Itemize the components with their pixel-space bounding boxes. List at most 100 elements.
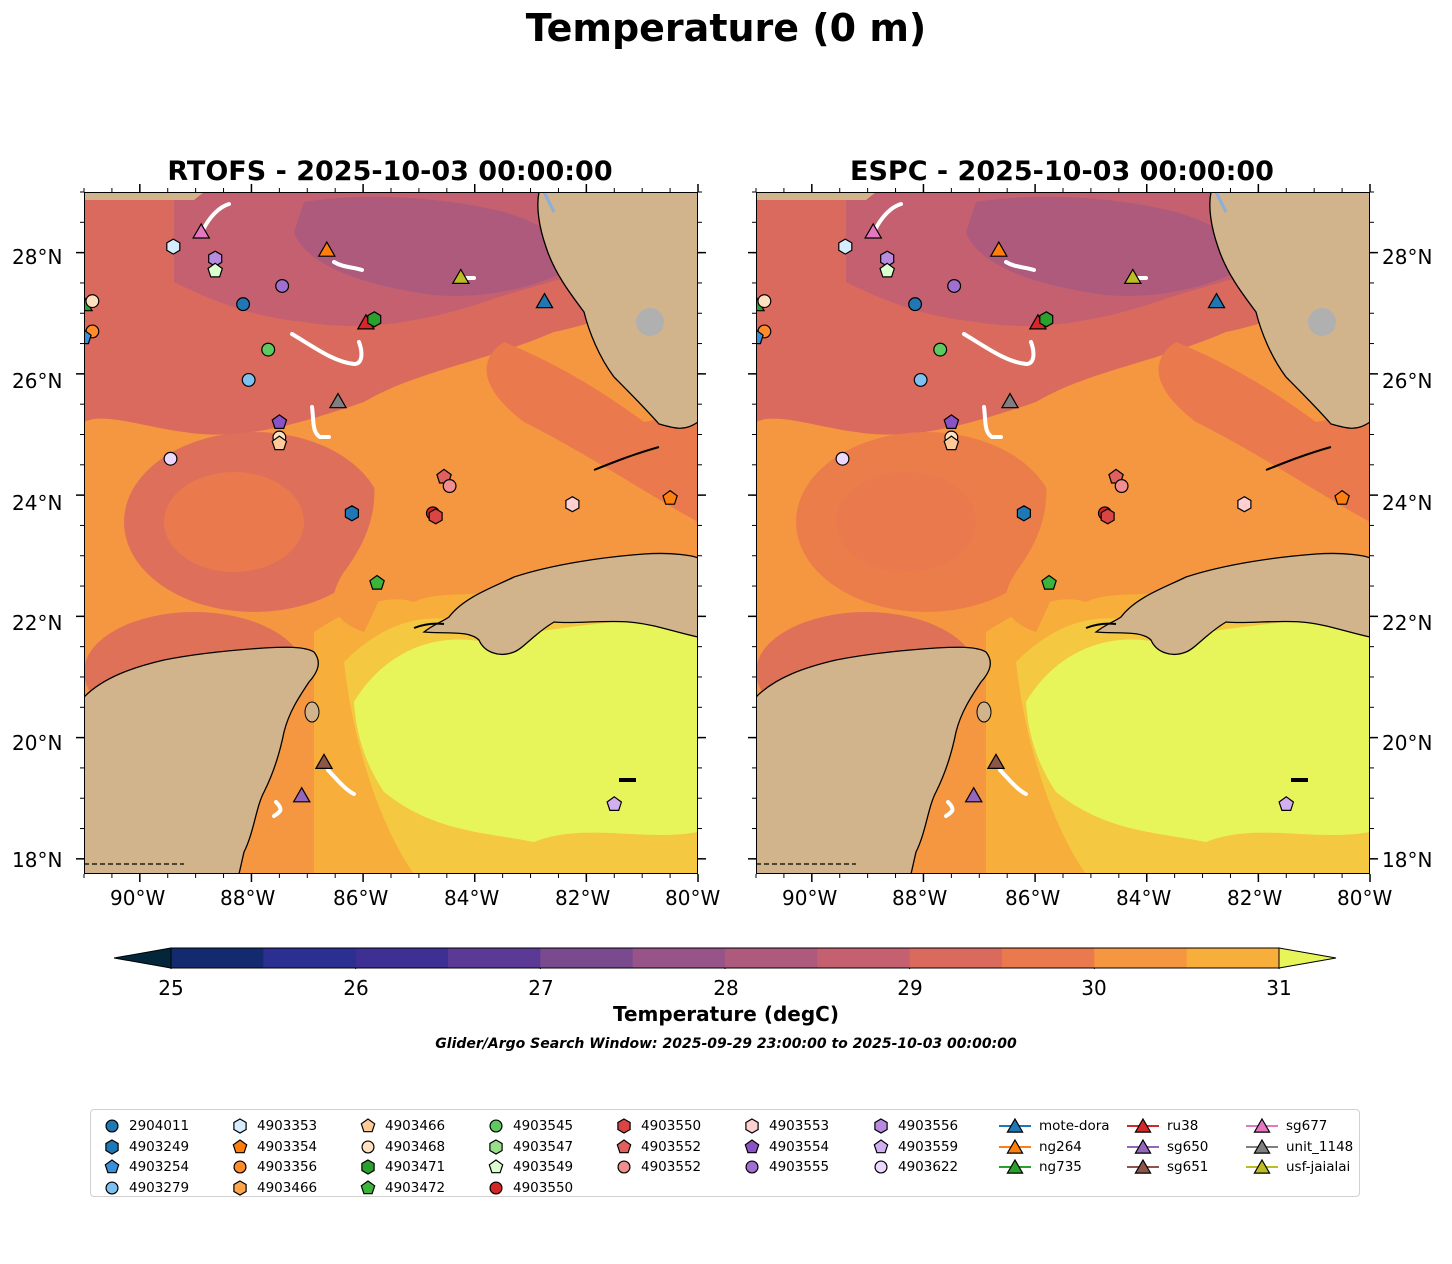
legend-symbol-pentagon [360,1180,376,1195]
legend-item: 4903549 [487,1157,573,1178]
legend-column-2: 4903466 4903468 4903471 4903472 [359,1116,445,1198]
lon-label-p1-88: 88°W [220,886,276,910]
lon-label-p1-86: 86°W [333,886,389,910]
legend-symbol-triangle [1253,1138,1271,1154]
legend-label: 4903552 [641,1138,702,1155]
legend-marker-hexagon [105,1139,119,1155]
colorbar-segment-7 [817,948,911,968]
legend-label: 4903550 [641,1118,702,1135]
marker-4903622-a [85,294,100,309]
warmest-region [354,612,698,842]
legend-marker-triangle [1246,1159,1278,1175]
colorbar-tick-31: 31 [1266,976,1292,1000]
marker-sg677 [192,222,211,239]
legend-item: sg651 [1127,1157,1208,1178]
glider-track-6 [272,800,283,818]
legend-label: 4903556 [898,1118,959,1135]
legend-item: 4903353 [231,1116,317,1137]
lat-label-left-20: 20°N [12,731,63,755]
legend-marker-circle [874,1160,888,1175]
legend-marker-circle [361,1140,375,1154]
lon-label-p2-88: 88°W [892,886,948,910]
legend-symbol-triangle [1134,1138,1152,1154]
marker-mote-dora [535,292,554,309]
legend-label: 2904011 [129,1118,190,1135]
legend-symbol-triangle [1134,1118,1152,1133]
legend-marker-hexagon [489,1139,503,1155]
legend-symbol-circle [361,1140,375,1154]
legend-marker-pentagon [360,1118,376,1133]
legend-item: sg677 [1246,1116,1353,1137]
legend-label: mote-dora [1039,1118,1110,1135]
marker-4903249 [1016,505,1031,522]
legend-item: unit_1148 [1246,1137,1353,1158]
legend-item: ng735 [999,1157,1110,1178]
marker-4903254 [756,329,764,345]
legend-symbol-hexagon [617,1118,631,1134]
legend-label: 4903554 [769,1138,830,1155]
marker-4903622 [835,451,850,466]
eddy-west-core [836,472,976,572]
legend-label: usf-jaialai [1286,1159,1351,1176]
axis-ticks-rtofs [76,184,706,882]
legend-label: 4903471 [385,1159,446,1176]
legend-marker-pentagon [104,1159,120,1174]
legend-symbol-hexagon [745,1118,759,1134]
legend-item: 4903472 [359,1178,445,1199]
legend-item: 4903554 [743,1137,829,1158]
marker-4903553 [1237,496,1252,513]
yucatan-land [84,646,319,874]
cuba-land [422,552,698,655]
legend-marker-pentagon [616,1139,632,1154]
lon-label-p1-80: 80°W [665,886,721,910]
marker-unit_1148 [1000,392,1020,409]
legend-marker-triangle [999,1159,1031,1175]
legend-symbol-triangle [1253,1118,1271,1133]
marker-4903545 [933,342,948,357]
marker-4903471 [1039,311,1054,328]
glider-track-3 [982,405,1003,439]
legend-symbol-hexagon [233,1180,247,1196]
warmest-region [1026,612,1370,842]
marker-4903466 [943,435,960,451]
marker-4903353 [838,238,853,255]
search-window-note: Glider/Argo Search Window: 2025-09-29 23… [435,1036,1017,1052]
current-filament [333,442,406,632]
cuba-land [1094,552,1370,655]
panel-title-rtofs: RTOFS - 2025-10-03 00:00:00 [167,156,613,187]
legend-symbol-circle [233,1160,247,1175]
marker-usf-jaialai [451,268,470,285]
legend-marker-circle [105,1181,119,1195]
marker-4903353 [166,238,181,255]
legend-symbol-circle [745,1160,759,1175]
legend-item: 4903555 [743,1157,829,1178]
legend-symbol-triangle [1006,1138,1024,1154]
glider-track-5 [326,768,356,796]
legend-marker-pentagon [744,1139,760,1154]
marker-mote-dora [1207,292,1226,309]
marker-sg650 [292,786,311,803]
marker-unit_1148 [328,392,348,409]
legend-marker-triangle [1127,1118,1159,1133]
colorbar-tick-27: 27 [528,976,554,1000]
legend-item: 4903550 [487,1178,573,1199]
legend-symbol-triangle [1006,1118,1024,1133]
lat-label-left-24: 24°N [12,491,63,515]
legend-label: 4903550 [513,1180,574,1197]
lon-label-p2-90: 90°W [782,886,838,910]
legend-label: ng735 [1039,1159,1082,1176]
legend-symbol-triangle [1134,1159,1152,1175]
legend-item: 4903552 [615,1157,701,1178]
colorbar-segment-3 [448,948,541,968]
legend-marker-circle [233,1160,247,1175]
legend-symbol-hexagon [489,1139,503,1155]
marker-4903354 [662,489,678,505]
legend-item: 4903545 [487,1116,573,1137]
legend-label: 4903466 [257,1180,318,1197]
colorbar-segment-0 [171,948,264,968]
legend-symbol-hexagon [874,1118,888,1134]
legend-item: ng264 [999,1137,1110,1158]
colorbar-tick-25: 25 [158,976,184,1000]
glider-track-6 [944,800,955,818]
legend-label: 4903545 [513,1118,574,1135]
